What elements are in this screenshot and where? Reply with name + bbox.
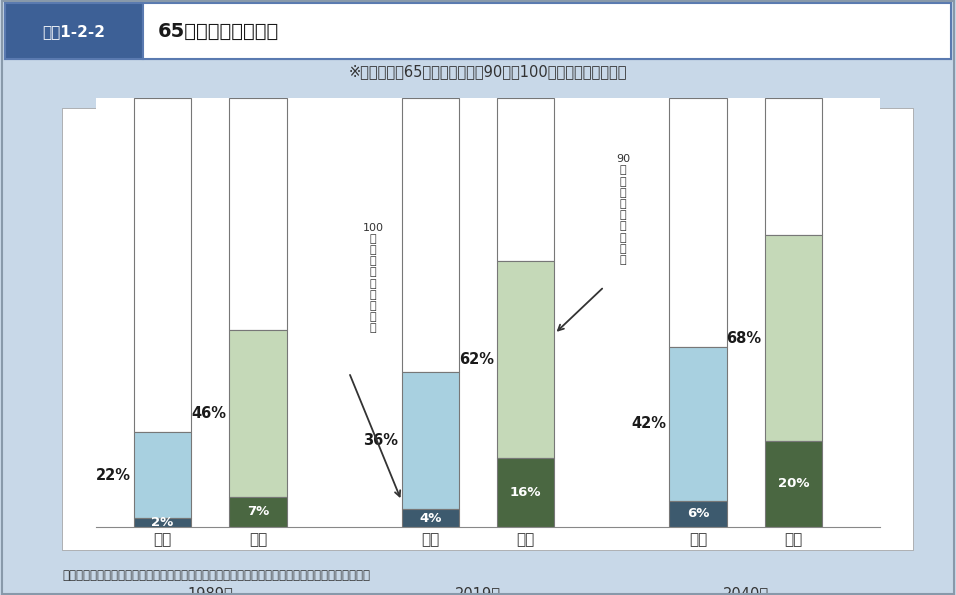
Bar — [229, 330, 287, 497]
Bar — [669, 347, 727, 501]
Bar — [143, 3, 951, 60]
Bar — [402, 372, 459, 509]
Bar — [497, 458, 554, 527]
Text: 42%: 42% — [631, 416, 666, 431]
Text: 図表1-2-2: 図表1-2-2 — [43, 24, 105, 39]
Bar — [402, 98, 459, 372]
Bar — [669, 501, 727, 527]
Text: 16%: 16% — [511, 486, 541, 499]
Bar — [5, 3, 143, 60]
Bar — [765, 235, 822, 441]
Text: 6%: 6% — [686, 507, 709, 520]
Bar — [402, 509, 459, 527]
Text: 65歳の人の生存割合: 65歳の人の生存割合 — [158, 22, 279, 40]
Text: 2%: 2% — [151, 516, 174, 529]
Bar — [134, 433, 191, 518]
Text: 資料：各年の生命表をもとに厚生労働省政策統括官付政策立案・評価担当参事官室において作成。: 資料：各年の生命表をもとに厚生労働省政策統括官付政策立案・評価担当参事官室におい… — [62, 569, 370, 582]
Text: 2019年: 2019年 — [455, 587, 501, 595]
Bar — [497, 261, 554, 458]
Bar — [497, 98, 554, 261]
Bar — [134, 98, 191, 433]
Bar — [229, 497, 287, 527]
Bar — [669, 98, 727, 347]
Text: 36%: 36% — [363, 433, 399, 449]
Bar — [765, 98, 822, 235]
Bar — [61, 108, 913, 550]
Text: 90
歳
ま
で
生
存
す
る
割
合: 90 歳 ま で 生 存 す る 割 合 — [617, 154, 630, 265]
Text: 62%: 62% — [459, 352, 494, 367]
Text: 4%: 4% — [419, 512, 442, 525]
Text: 2040年: 2040年 — [723, 587, 769, 595]
Text: 100
歳
ま
で
生
存
す
る
割
合: 100 歳 ま で 生 存 す る 割 合 — [362, 223, 383, 334]
Text: ※各年時点で65歳である人が、90歳・100歳まで生存する割合: ※各年時点で65歳である人が、90歳・100歳まで生存する割合 — [348, 64, 627, 79]
Bar — [134, 518, 191, 527]
Text: 68%: 68% — [727, 331, 762, 346]
Text: 46%: 46% — [191, 406, 227, 421]
Text: 1989年: 1989年 — [187, 587, 233, 595]
Text: 22%: 22% — [96, 468, 131, 483]
Bar — [765, 441, 822, 527]
Text: 20%: 20% — [778, 477, 809, 490]
Text: 7%: 7% — [247, 505, 270, 518]
Bar — [229, 98, 287, 330]
